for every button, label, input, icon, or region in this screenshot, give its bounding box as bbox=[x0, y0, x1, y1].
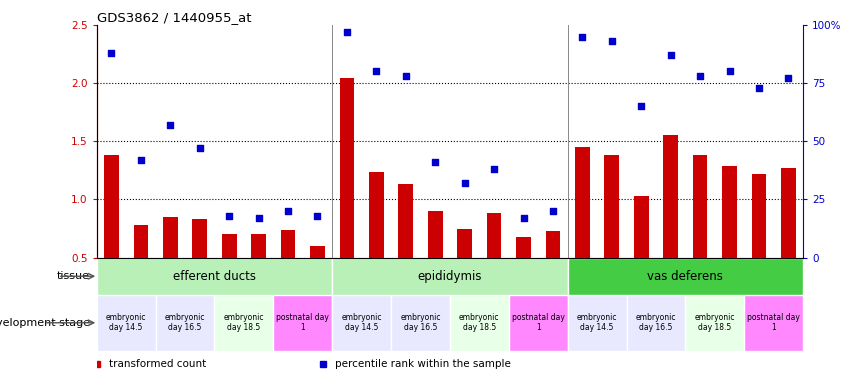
Point bbox=[222, 213, 235, 219]
Text: embryonic
day 18.5: embryonic day 18.5 bbox=[695, 313, 735, 333]
Bar bbox=[568, 258, 803, 295]
Bar bbox=[509, 295, 568, 351]
Text: embryonic
day 14.5: embryonic day 14.5 bbox=[106, 313, 146, 333]
Point bbox=[104, 50, 118, 56]
Bar bbox=[516, 237, 531, 258]
Bar bbox=[369, 172, 383, 258]
Bar bbox=[97, 258, 332, 295]
Point bbox=[310, 213, 324, 219]
Point bbox=[134, 157, 148, 163]
Bar bbox=[428, 211, 442, 258]
Text: efferent ducts: efferent ducts bbox=[173, 270, 256, 283]
Bar bbox=[664, 136, 678, 258]
Text: postnatal day
1: postnatal day 1 bbox=[512, 313, 564, 333]
Text: embryonic
day 14.5: embryonic day 14.5 bbox=[341, 313, 382, 333]
Bar bbox=[752, 174, 766, 258]
Bar bbox=[450, 295, 509, 351]
Point bbox=[664, 52, 677, 58]
Point bbox=[281, 208, 294, 214]
Point bbox=[575, 33, 589, 40]
Text: transformed count: transformed count bbox=[109, 359, 207, 369]
Bar bbox=[332, 258, 568, 295]
Bar bbox=[156, 295, 214, 351]
Point bbox=[193, 145, 206, 151]
Point bbox=[605, 38, 618, 44]
Bar bbox=[685, 295, 744, 351]
Bar bbox=[97, 295, 156, 351]
Bar bbox=[781, 168, 796, 258]
Bar bbox=[575, 147, 590, 258]
Point bbox=[340, 29, 353, 35]
Point bbox=[369, 68, 383, 74]
Point bbox=[752, 85, 765, 91]
Point bbox=[547, 208, 560, 214]
Point bbox=[251, 215, 265, 221]
Bar bbox=[340, 78, 354, 258]
Bar bbox=[722, 166, 737, 258]
Text: embryonic
day 16.5: embryonic day 16.5 bbox=[400, 313, 441, 333]
Bar bbox=[214, 295, 273, 351]
Text: epididymis: epididymis bbox=[418, 270, 482, 283]
Point bbox=[428, 159, 442, 165]
Bar bbox=[458, 228, 472, 258]
Point bbox=[399, 73, 412, 79]
Point bbox=[693, 73, 706, 79]
Point bbox=[516, 215, 530, 221]
Text: percentile rank within the sample: percentile rank within the sample bbox=[336, 359, 511, 369]
Text: embryonic
day 14.5: embryonic day 14.5 bbox=[577, 313, 617, 333]
Bar bbox=[634, 196, 648, 258]
Bar bbox=[627, 295, 685, 351]
Bar bbox=[487, 214, 501, 258]
Bar bbox=[193, 219, 207, 258]
Text: embryonic
day 18.5: embryonic day 18.5 bbox=[224, 313, 264, 333]
Bar bbox=[104, 155, 119, 258]
Bar bbox=[281, 230, 295, 258]
Point bbox=[458, 180, 471, 186]
Text: embryonic
day 16.5: embryonic day 16.5 bbox=[165, 313, 205, 333]
Bar bbox=[222, 234, 236, 258]
Text: GDS3862 / 1440955_at: GDS3862 / 1440955_at bbox=[97, 11, 251, 24]
Bar bbox=[568, 295, 627, 351]
Bar bbox=[273, 295, 332, 351]
Text: embryonic
day 18.5: embryonic day 18.5 bbox=[459, 313, 500, 333]
Text: postnatal day
1: postnatal day 1 bbox=[277, 313, 329, 333]
Bar bbox=[693, 155, 707, 258]
Point bbox=[781, 75, 795, 81]
Bar bbox=[163, 217, 177, 258]
Bar bbox=[332, 295, 391, 351]
Bar bbox=[744, 295, 803, 351]
Bar bbox=[310, 246, 325, 258]
Text: postnatal day
1: postnatal day 1 bbox=[748, 313, 800, 333]
Bar bbox=[546, 231, 560, 258]
Text: development stage: development stage bbox=[0, 318, 90, 328]
Bar bbox=[391, 295, 450, 351]
Text: vas deferens: vas deferens bbox=[648, 270, 723, 283]
Text: tissue: tissue bbox=[56, 271, 90, 281]
Point bbox=[722, 68, 736, 74]
Bar bbox=[134, 225, 148, 258]
Text: embryonic
day 16.5: embryonic day 16.5 bbox=[636, 313, 676, 333]
Point bbox=[634, 103, 648, 109]
Bar bbox=[399, 184, 413, 258]
Point bbox=[163, 122, 177, 128]
Point bbox=[487, 166, 500, 172]
Bar bbox=[251, 234, 266, 258]
Bar bbox=[605, 155, 619, 258]
